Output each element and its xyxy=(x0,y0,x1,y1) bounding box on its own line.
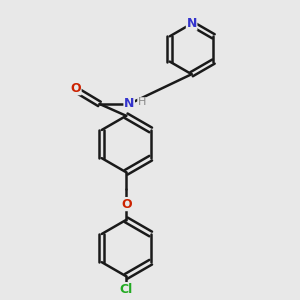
Text: H: H xyxy=(137,98,146,107)
Text: O: O xyxy=(121,198,131,211)
Text: N: N xyxy=(124,98,134,110)
Text: Cl: Cl xyxy=(120,283,133,296)
Text: N: N xyxy=(186,17,197,30)
Text: O: O xyxy=(70,82,81,95)
